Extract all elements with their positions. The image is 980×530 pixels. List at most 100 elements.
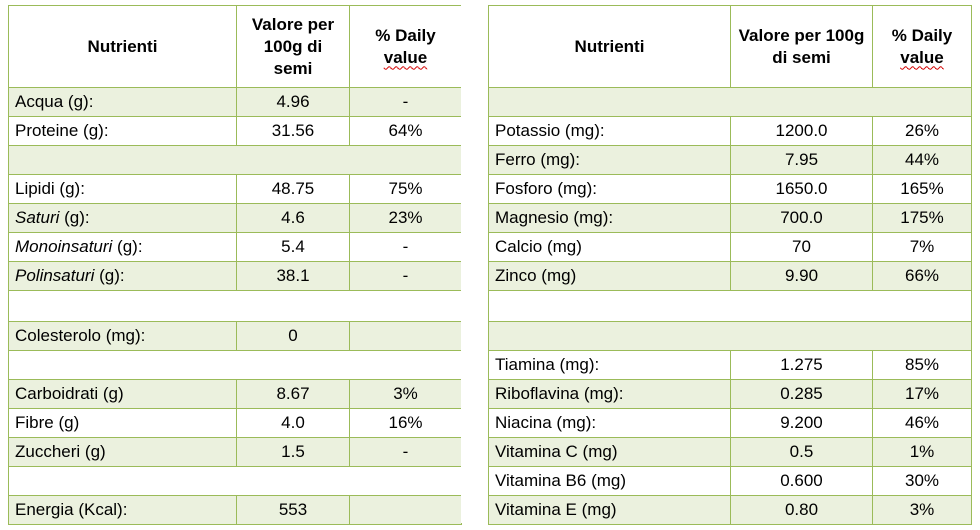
nutrient-name: Potassio (mg): (488, 116, 731, 146)
nutrient-daily: 26% (872, 116, 972, 146)
table-row-empty (488, 290, 972, 322)
header-row: Nutrienti Valore per 100g di semi % Dail… (8, 5, 462, 88)
nutrient-name: Ferro (mg): (488, 145, 731, 175)
empty-cell (8, 466, 462, 496)
nutrient-value: 0.600 (730, 466, 873, 496)
nutrient-value: 7.95 (730, 145, 873, 175)
table-row-empty (488, 87, 972, 117)
nutrient-value: 48.75 (236, 174, 350, 204)
nutrient-daily: 44% (872, 145, 972, 175)
table-row: Energia (Kcal): 553 (8, 495, 462, 525)
nutrient-daily: 7% (872, 232, 972, 262)
nutrient-name: Monoinsaturi (g): (8, 232, 237, 262)
nutrient-name: Tiamina (mg): (488, 350, 731, 380)
nutrient-name: Proteine (g): (8, 116, 237, 146)
nutrient-daily: 85% (872, 350, 972, 380)
header-value: Valore per 100g di semi (236, 5, 350, 88)
nutrient-name: Saturi (g): (8, 203, 237, 233)
header-row: Nutrienti Valore per 100g di semi % Dail… (488, 5, 972, 88)
table-row: Monoinsaturi (g): 5.4 - (8, 232, 462, 262)
nutrient-daily: 1% (872, 437, 972, 467)
table-row: Ferro (mg): 7.95 44% (488, 145, 972, 175)
table-row: Colesterolo (mg): 0 (8, 321, 462, 351)
nutrient-value: 5.4 (236, 232, 350, 262)
nutrient-daily: - (349, 87, 462, 117)
nutrient-daily: 46% (872, 408, 972, 438)
table-row: Vitamina B6 (mg) 0.600 30% (488, 466, 972, 496)
table-row-empty (8, 466, 462, 496)
nutrient-name: Colesterolo (mg): (8, 321, 237, 351)
nutrient-value: 70 (730, 232, 873, 262)
nutrient-name: Carboidrati (g) (8, 379, 237, 409)
nutrients-table-left: Nutrienti Valore per 100g di semi % Dail… (8, 5, 462, 525)
table-row: Fosforo (mg): 1650.0 165% (488, 174, 972, 204)
nutrient-value: 9.200 (730, 408, 873, 438)
header-value: Valore per 100g di semi (730, 5, 873, 88)
empty-cell (8, 290, 462, 322)
nutrient-daily: 30% (872, 466, 972, 496)
nutrient-value: 0.285 (730, 379, 873, 409)
nutrient-daily: 3% (872, 495, 972, 525)
table-row: Vitamina E (mg) 0.80 3% (488, 495, 972, 525)
nutrient-name: Polinsaturi (g): (8, 261, 237, 291)
nutrient-value: 31.56 (236, 116, 350, 146)
nutrient-value: 4.0 (236, 408, 350, 438)
nutrient-value: 0.80 (730, 495, 873, 525)
table-row: Magnesio (mg): 700.0 175% (488, 203, 972, 233)
nutrient-daily: 66% (872, 261, 972, 291)
nutrient-name: Lipidi (g): (8, 174, 237, 204)
empty-cell (488, 87, 972, 117)
table-row: Fibre (g) 4.0 16% (8, 408, 462, 438)
nutrient-value: 8.67 (236, 379, 350, 409)
nutrients-table-right: Nutrienti Valore per 100g di semi % Dail… (488, 5, 972, 525)
nutrient-name: Acqua (g): (8, 87, 237, 117)
table-row: Lipidi (g): 48.75 75% (8, 174, 462, 204)
table-row: Vitamina C (mg) 0.5 1% (488, 437, 972, 467)
table-row: Riboflavina (mg): 0.285 17% (488, 379, 972, 409)
nutrient-daily: 3% (349, 379, 462, 409)
table-row-empty (8, 350, 462, 380)
nutrient-value: 700.0 (730, 203, 873, 233)
nutrient-value: 4.96 (236, 87, 350, 117)
table-row: Zinco (mg) 9.90 66% (488, 261, 972, 291)
empty-cell (8, 350, 462, 380)
nutrient-daily: 175% (872, 203, 972, 233)
nutrient-name: Zinco (mg) (488, 261, 731, 291)
nutrient-daily: - (349, 437, 462, 467)
nutrient-daily: 16% (349, 408, 462, 438)
nutrient-name: Magnesio (mg): (488, 203, 731, 233)
nutrient-daily: - (349, 261, 462, 291)
nutrient-value: 1.5 (236, 437, 350, 467)
header-nutrient: Nutrienti (8, 5, 237, 88)
table-row: Zuccheri (g) 1.5 - (8, 437, 462, 467)
nutrient-daily: 17% (872, 379, 972, 409)
table-row: Proteine (g): 31.56 64% (8, 116, 462, 146)
table-row-empty (8, 145, 462, 175)
empty-cell (488, 290, 972, 322)
nutrient-name: Vitamina C (mg) (488, 437, 731, 467)
nutrient-name: Vitamina E (mg) (488, 495, 731, 525)
header-nutrient: Nutrienti (488, 5, 731, 88)
header-daily-value: % Daily value (872, 5, 972, 88)
table-row-empty (488, 321, 972, 351)
nutrient-value: 0 (236, 321, 350, 351)
table-row: Saturi (g): 4.6 23% (8, 203, 462, 233)
table-row-empty (8, 290, 462, 322)
nutrient-name: Fibre (g) (8, 408, 237, 438)
table-row: Carboidrati (g) 8.67 3% (8, 379, 462, 409)
nutrient-daily (349, 495, 462, 525)
nutrient-value: 4.6 (236, 203, 350, 233)
nutrient-name: Riboflavina (mg): (488, 379, 731, 409)
nutrient-value: 553 (236, 495, 350, 525)
table-row: Tiamina (mg): 1.275 85% (488, 350, 972, 380)
table-row: Acqua (g): 4.96 - (8, 87, 462, 117)
nutrient-daily: - (349, 232, 462, 262)
nutrient-value: 0.5 (730, 437, 873, 467)
nutrient-name: Energia (Kcal): (8, 495, 237, 525)
table-gap (461, 5, 488, 523)
nutrient-value: 1.275 (730, 350, 873, 380)
nutrient-value: 1650.0 (730, 174, 873, 204)
nutrient-value: 9.90 (730, 261, 873, 291)
nutrient-daily: 64% (349, 116, 462, 146)
nutrient-name: Vitamina B6 (mg) (488, 466, 731, 496)
